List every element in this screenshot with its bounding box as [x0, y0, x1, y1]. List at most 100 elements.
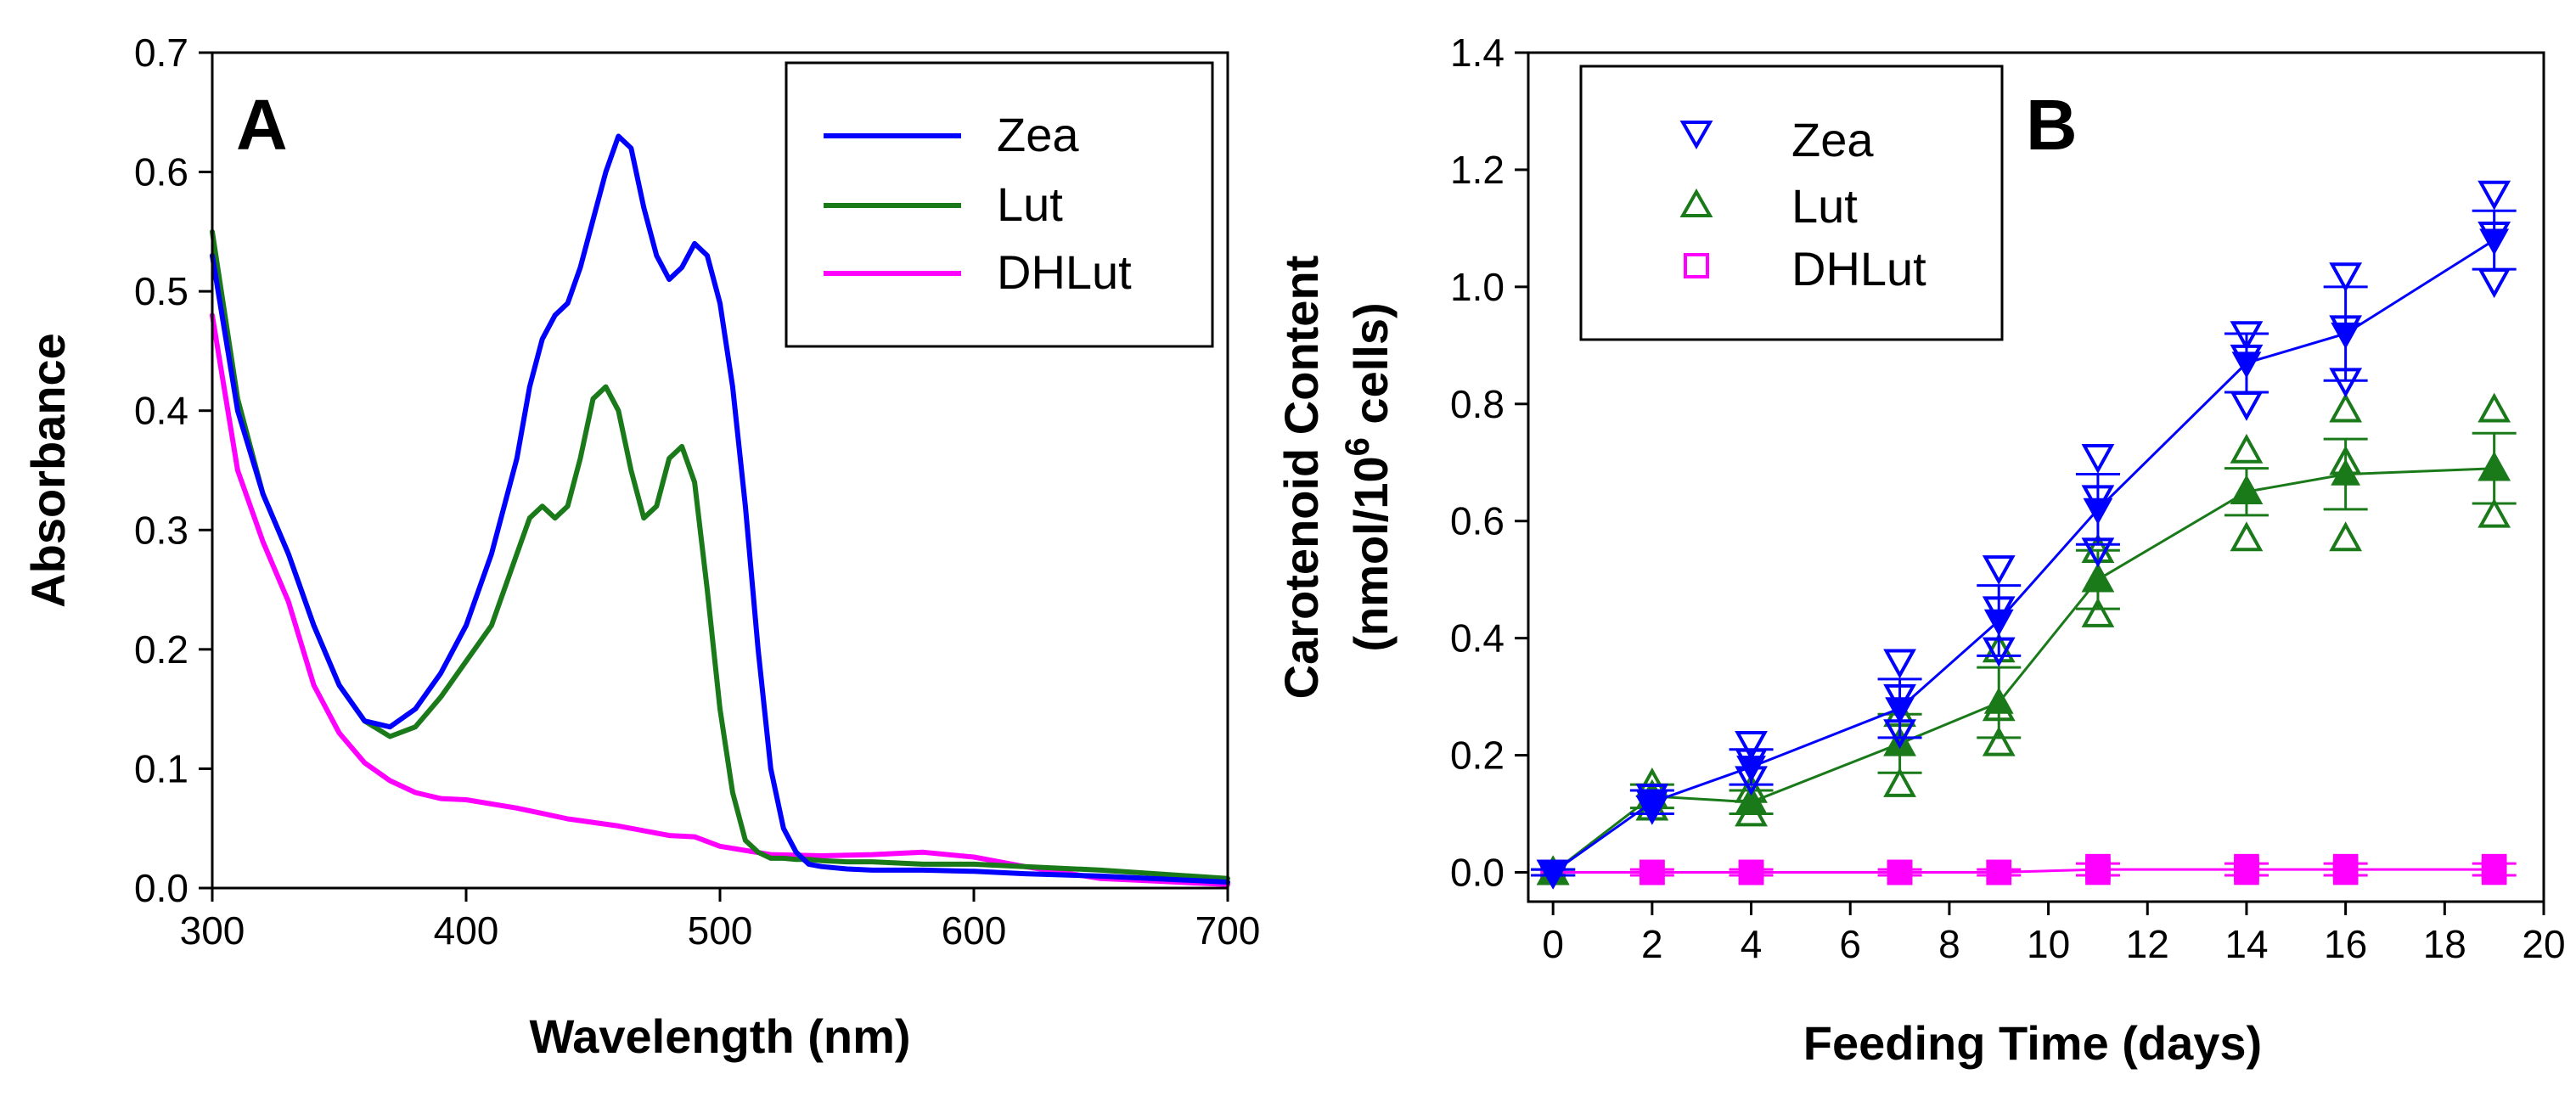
replicate-point-lut: [2478, 498, 2511, 528]
panel-b-y-axis-title-line2: (nmol/106 cells): [1339, 302, 1398, 651]
legend-a-zea-label: Zea: [997, 108, 1079, 161]
mean-point-dhlut: [2483, 857, 2506, 881]
panel-a-y-tick-label: 0.6: [134, 150, 188, 194]
mean-point-dhlut: [2086, 857, 2110, 881]
panel-b-y-tick-label: 0.4: [1450, 616, 1505, 661]
mean-point-dhlut: [2235, 857, 2258, 881]
panel-a-x-tick-label: 600: [942, 908, 1007, 953]
series-line-zea: [210, 133, 1230, 885]
replicate-point-zea: [2478, 268, 2511, 299]
panel-b-y-tick-label: 0.6: [1450, 499, 1505, 543]
panel-a-absorbance-chart: 300 400 500 600 7000.00.10.20.30.40.50.60.7 …: [21, 31, 1260, 1063]
replicate-point-zea: [1735, 730, 1768, 761]
panel-b-x-tick-label: 20: [2522, 922, 2565, 966]
panel-b-label: B: [2026, 85, 2078, 165]
panel-b-y-tick-label: 0.0: [1450, 851, 1505, 895]
legend-a-dhlut-label: DHLut: [997, 245, 1132, 299]
panel-a-y-tick-label: 0.3: [134, 508, 188, 552]
panel-b-legend-box: [1579, 65, 2004, 341]
replicate-point-zea: [2230, 391, 2264, 421]
panel-b-plot-frame: [1527, 51, 2545, 903]
replicate-point-zea: [2081, 444, 2115, 474]
panel-b-carotenoid-chart: 0 2 4 6 8 10 12 14 16 18 20 0.0 0.2 0.4 0.6 0.8 1.0 1.2 1.…: [1274, 31, 2566, 1070]
panel-a-y-tick-label: 0.7: [134, 31, 188, 75]
mean-point-lut: [2479, 453, 2510, 480]
panel-a-x-tick-label: 500: [688, 908, 753, 953]
panel-b-y-tick-label: 0.2: [1450, 734, 1505, 778]
panel-a-y-tick-label: 0.1: [134, 746, 188, 790]
panel-b-plot-content: [1531, 180, 2517, 890]
mean-point-zea: [2083, 498, 2113, 526]
panel-b-x-tick-label: 2: [1641, 922, 1663, 966]
mean-point-dhlut: [1640, 861, 1664, 884]
panel-a-plot-content: [210, 133, 1230, 887]
replicate-point-zea: [1883, 649, 1916, 679]
mean-point-lut: [1736, 786, 1766, 813]
panel-b-y-axis-title-line1: Carotenoid Content: [1274, 256, 1328, 700]
panel-b-axes-ticks: 0 2 4 6 8 10 12 14 16 18 20 0.0 0.2 0.4 0.6 0.8 1.0 1.2 1.…: [1450, 31, 2566, 966]
mean-point-lut: [2231, 476, 2262, 503]
mean-point-lut: [1983, 687, 2014, 714]
legend-a-lut-label: Lut: [997, 177, 1063, 231]
legend-b-lut-label: Lut: [1791, 179, 1858, 233]
replicate-point-lut: [2478, 392, 2511, 423]
mean-point-dhlut: [1740, 861, 1763, 884]
panel-b-x-tick-label: 4: [1741, 922, 1763, 966]
panel-b-x-tick-label: 14: [2224, 922, 2268, 966]
replicate-point-zea: [2478, 180, 2511, 211]
series-line-dhlut: [210, 312, 1230, 887]
panel-a-x-tick-label: 300: [180, 908, 245, 953]
panel-b-x-tick-label: 12: [2126, 922, 2169, 966]
mean-point-lut: [2331, 458, 2361, 486]
legend-b-lut-marker-icon: [1679, 188, 1713, 217]
replicate-point-lut: [2230, 521, 2264, 552]
replicate-point-lut: [1982, 726, 2016, 756]
panel-b-x-tick-label: 10: [2027, 922, 2070, 966]
y-unit-exponent: 6: [1339, 437, 1376, 456]
series-line-lut: [210, 228, 1230, 881]
mean-point-dhlut: [2334, 857, 2357, 881]
panel-a-x-tick-label: 700: [1195, 908, 1261, 953]
y-unit-prefix: (nmol/10: [1344, 456, 1398, 651]
replicate-point-zea: [2329, 262, 2363, 293]
legend-b-zea-label: Zea: [1791, 113, 1874, 166]
panel-a-y-tick-label: 0.5: [134, 269, 188, 313]
replicate-point-lut: [2230, 433, 2264, 464]
y-unit-suffix: cells): [1344, 302, 1398, 437]
panel-b-y-tick-label: 0.8: [1450, 382, 1505, 426]
panel-b-x-tick-label: 0: [1542, 922, 1564, 966]
mean-point-dhlut: [1888, 861, 1911, 884]
panel-a-axes-ticks: 300 400 500 600 700 0.0 0.1 0.2 0.3 0.4 0.5 0.6 0.7: [134, 31, 1260, 953]
replicate-point-lut: [1883, 767, 1916, 797]
panel-a-x-axis-title: Wavelength (nm): [529, 1009, 910, 1063]
panel-b-y-tick-label: 1.4: [1450, 31, 1505, 75]
legend-b-dhlut-label: DHLut: [1791, 242, 1926, 295]
panel-b-x-tick-label: 8: [1938, 922, 1960, 966]
legend-b-dhlut-marker-icon: [1684, 253, 1709, 278]
mean-point-zea: [1538, 861, 1568, 888]
panel-b-y-tick-label: 1.0: [1450, 265, 1505, 309]
panel-a-y-tick-label: 0.2: [134, 627, 188, 672]
panel-b-y-tick-label: 1.2: [1450, 148, 1505, 192]
panel-b-x-tick-label: 6: [1839, 922, 1861, 966]
panel-a-label: A: [236, 85, 288, 165]
replicate-point-lut: [2329, 521, 2363, 552]
panel-a-y-tick-label: 0.0: [134, 866, 188, 910]
panel-b-legend: Zea Lut DHLut: [1579, 65, 2004, 341]
mean-point-zea: [1736, 756, 1766, 783]
replicate-point-zea: [2081, 537, 2115, 568]
panel-b-x-tick-label: 16: [2324, 922, 2367, 966]
mean-point-zea: [2479, 228, 2510, 256]
mean-point-dhlut: [1988, 861, 2011, 884]
replicate-point-zea: [1982, 637, 2016, 667]
mean-point-zea: [1983, 609, 2014, 637]
panel-a-x-tick-label: 400: [434, 908, 499, 953]
replicate-point-lut: [2329, 392, 2363, 423]
mean-point-lut: [2083, 564, 2113, 591]
replicate-point-zea: [2230, 321, 2264, 351]
mean-point-zea: [1637, 790, 1668, 818]
panel-b-x-tick-label: 18: [2423, 922, 2466, 966]
panel-a-legend: Zea Lut DHLut: [785, 61, 1214, 348]
panel-a-y-axis-title: Absorbance: [21, 333, 75, 608]
